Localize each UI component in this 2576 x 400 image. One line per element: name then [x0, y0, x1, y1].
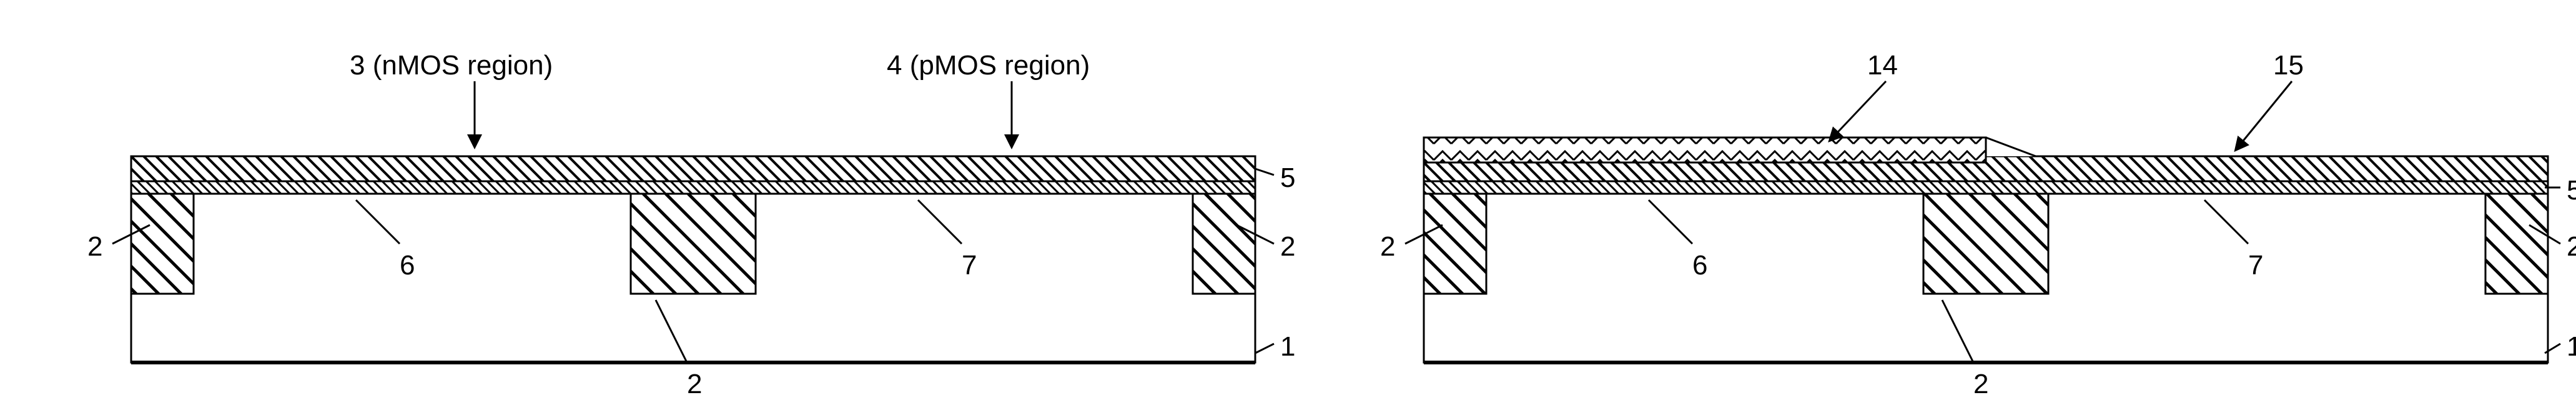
label-left-1: 1	[1280, 331, 1295, 362]
label-left-5: 5	[1280, 162, 1295, 194]
figure-container: 3 (nMOS region) 4 (pMOS region) 2 2 5 1 …	[0, 0, 2576, 396]
label-right-2-right: 2	[2567, 231, 2576, 262]
label-3-nmos: 3 (nMOS region)	[350, 50, 553, 81]
label-right-5: 5	[2567, 175, 2576, 206]
label-right-1: 1	[2567, 331, 2576, 362]
label-right-7: 7	[2248, 250, 2263, 281]
label-left-2-right: 2	[1280, 231, 1295, 262]
label-right-15: 15	[2273, 50, 2304, 81]
label-right-6: 6	[1692, 250, 1707, 281]
label-right-2-left: 2	[1380, 231, 1395, 262]
label-left-7: 7	[962, 250, 977, 281]
label-left-6: 6	[400, 250, 415, 281]
label-4-pmos: 4 (pMOS region)	[887, 50, 1090, 81]
label-right-14: 14	[1867, 50, 1898, 81]
label-left-2-left: 2	[87, 231, 102, 262]
